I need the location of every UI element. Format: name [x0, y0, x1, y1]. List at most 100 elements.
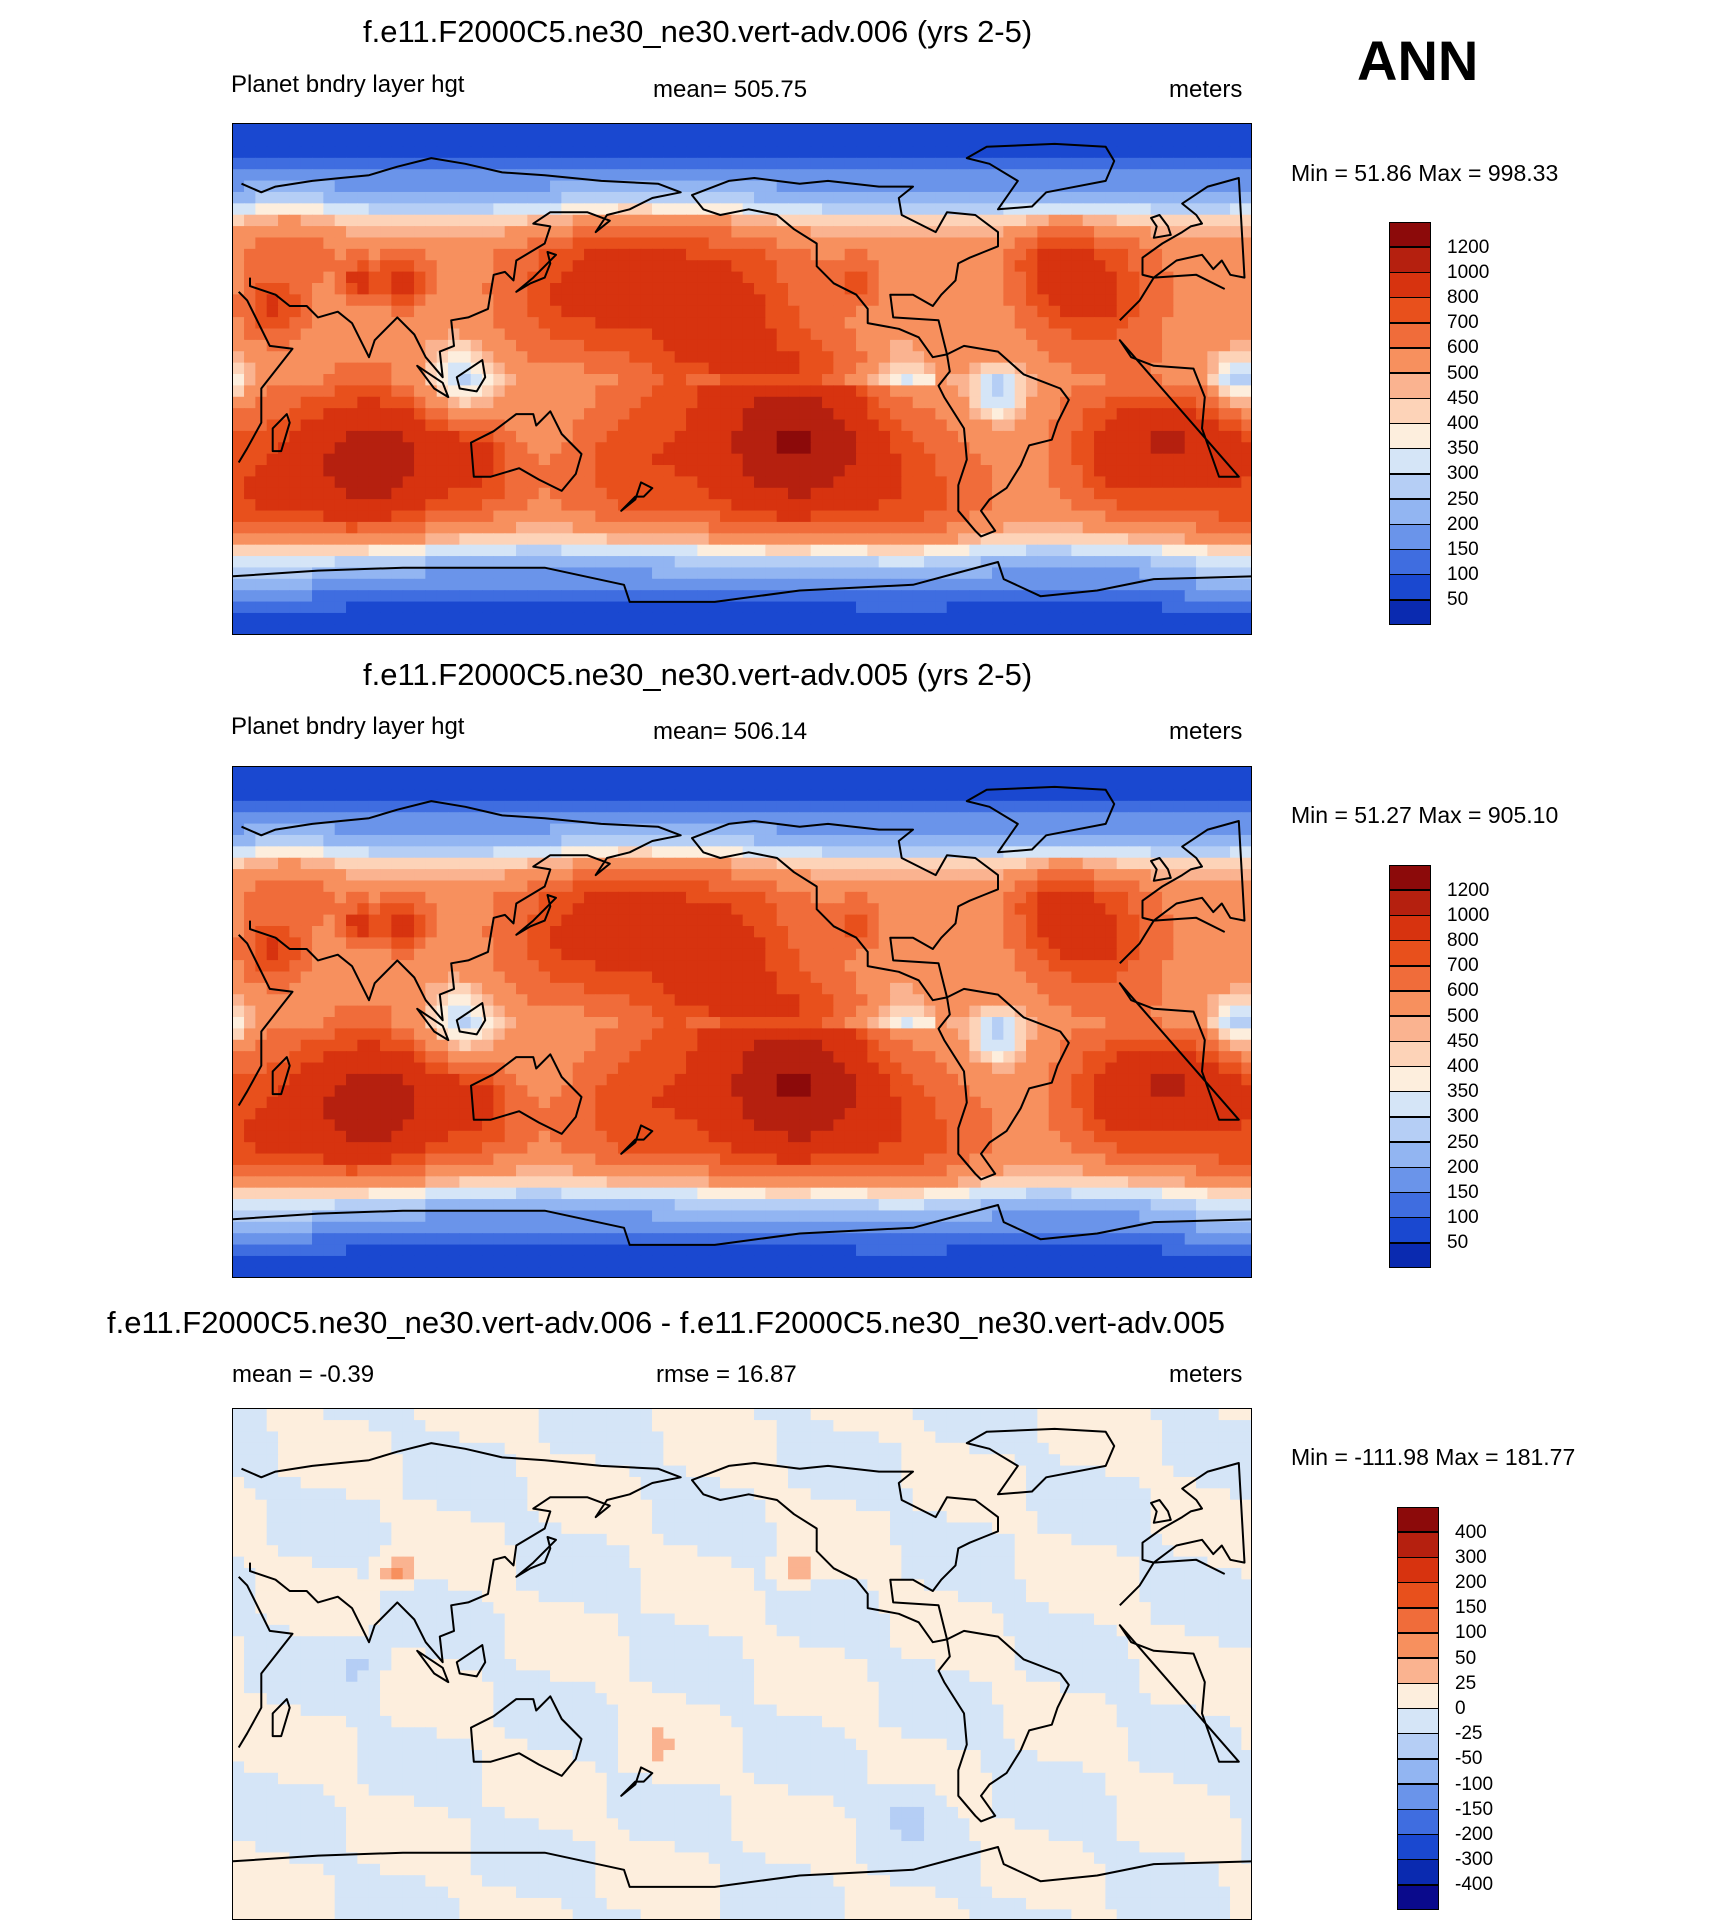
map-cell	[334, 135, 347, 148]
map-cell	[1071, 789, 1084, 802]
map-cell	[1207, 248, 1220, 261]
map-cell	[334, 169, 347, 182]
map-cell	[674, 339, 687, 352]
map-cell	[980, 374, 993, 386]
map-cell	[629, 800, 642, 813]
map-cell	[402, 453, 415, 466]
map-cell	[618, 237, 630, 250]
map-cell	[334, 157, 347, 170]
map-cell	[380, 544, 392, 557]
map-cell	[1116, 248, 1129, 261]
map-cell	[436, 408, 449, 421]
map-cell	[1241, 260, 1251, 273]
map-cell	[822, 408, 834, 421]
map-cell	[266, 778, 279, 791]
coastline-namerica	[691, 177, 999, 359]
map-cell	[652, 146, 664, 159]
map-cell	[878, 328, 891, 341]
map-cell	[504, 846, 517, 859]
map-cell	[731, 362, 744, 375]
map-cell	[550, 226, 562, 239]
map-cell	[1207, 146, 1220, 159]
map-cell	[470, 157, 483, 170]
map-cell	[572, 180, 585, 193]
map-cell	[402, 521, 415, 534]
map-cell	[844, 453, 857, 466]
map-cell	[810, 317, 823, 330]
map-cell	[1207, 590, 1220, 603]
colorbar-box	[1389, 524, 1431, 550]
map-cell	[754, 408, 766, 421]
map-cell	[527, 317, 540, 330]
map-cell	[278, 521, 290, 534]
map-cell	[266, 362, 279, 375]
map-cell	[1094, 487, 1106, 500]
map-cell	[674, 578, 687, 591]
map-cell	[788, 385, 800, 398]
map-cell	[1150, 499, 1163, 512]
map-cell	[788, 351, 800, 364]
map-cell	[584, 214, 596, 227]
map-cell	[890, 624, 902, 634]
map-cell	[470, 271, 483, 284]
map-cell	[1116, 260, 1129, 273]
map-cell	[1241, 282, 1251, 295]
map-cell	[391, 237, 404, 250]
map-cell	[742, 226, 755, 239]
map-cell	[482, 544, 494, 557]
map-cell	[323, 789, 336, 802]
map-cell	[799, 800, 812, 813]
map-cell	[402, 869, 415, 882]
map-cell	[255, 612, 268, 625]
map-cell	[1173, 419, 1186, 432]
map-cell	[1162, 442, 1174, 455]
map-cell	[1173, 180, 1186, 193]
map-cell	[1173, 823, 1186, 836]
map-cell	[1094, 180, 1106, 193]
map-cell	[1037, 857, 1050, 870]
map-cell	[561, 453, 574, 466]
map-cell	[414, 408, 426, 421]
map-cell	[527, 157, 540, 170]
map-cell	[765, 544, 778, 557]
map-cell	[1094, 567, 1106, 580]
map-cell	[618, 430, 630, 443]
map-cell	[1218, 521, 1231, 534]
map-cell	[697, 476, 710, 489]
map-cell	[1060, 544, 1072, 557]
map-cell	[765, 601, 778, 614]
map-cell	[901, 328, 914, 341]
map-cell	[1037, 612, 1050, 625]
map-cell	[1094, 339, 1106, 352]
map-cell	[686, 487, 698, 500]
map-cell	[674, 124, 687, 136]
map-cell	[606, 578, 619, 591]
map-cell	[844, 374, 857, 386]
map-cell	[992, 180, 1004, 193]
map-cell	[697, 271, 710, 284]
map-cell	[595, 567, 608, 580]
map-cell	[1082, 578, 1095, 591]
map-cell	[402, 778, 415, 791]
map-cell	[890, 339, 902, 352]
map-cell	[595, 419, 608, 432]
map-cell	[323, 328, 336, 341]
map-cell	[493, 521, 506, 534]
map-cell	[1082, 800, 1095, 813]
map-cell	[799, 339, 812, 352]
map-cell	[799, 328, 812, 341]
map-cell	[312, 846, 324, 859]
map-cell	[527, 396, 540, 409]
map-cell	[391, 590, 404, 603]
map-cell	[425, 248, 438, 261]
map-cell	[810, 226, 823, 239]
map-cell	[1071, 499, 1084, 512]
map-cell	[788, 191, 800, 204]
map-cell	[312, 214, 324, 227]
map-cell	[1139, 396, 1152, 409]
map-cell	[686, 624, 698, 634]
map-cell	[402, 476, 415, 489]
map-cell	[402, 834, 415, 847]
map-cell	[788, 590, 800, 603]
map-cell	[1060, 834, 1072, 847]
